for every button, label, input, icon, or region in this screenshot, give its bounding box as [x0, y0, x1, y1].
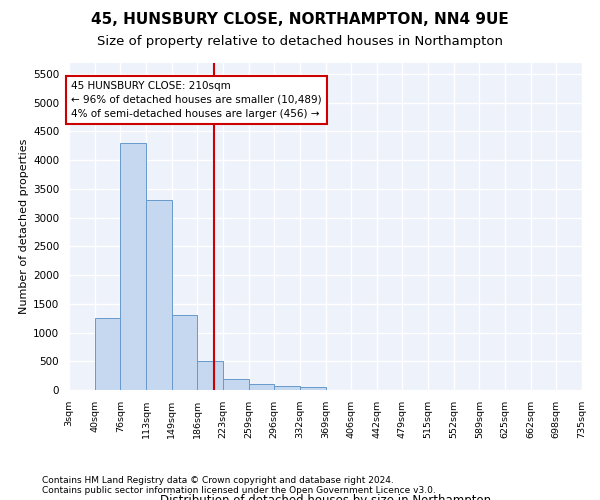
Bar — [121, 143, 146, 390]
Bar — [223, 378, 248, 390]
Y-axis label: Number of detached properties: Number of detached properties — [19, 138, 29, 314]
Bar — [274, 386, 300, 390]
Text: Contains HM Land Registry data © Crown copyright and database right 2024.: Contains HM Land Registry data © Crown c… — [42, 476, 394, 485]
X-axis label: Distribution of detached houses by size in Northampton: Distribution of detached houses by size … — [160, 494, 491, 500]
Bar — [95, 318, 121, 390]
Text: 45, HUNSBURY CLOSE, NORTHAMPTON, NN4 9UE: 45, HUNSBURY CLOSE, NORTHAMPTON, NN4 9UE — [91, 12, 509, 28]
Bar — [197, 362, 223, 390]
Text: Size of property relative to detached houses in Northampton: Size of property relative to detached ho… — [97, 35, 503, 48]
Bar — [248, 384, 274, 390]
Text: Contains public sector information licensed under the Open Government Licence v3: Contains public sector information licen… — [42, 486, 436, 495]
Bar — [146, 200, 172, 390]
Bar — [172, 316, 197, 390]
Bar — [300, 387, 325, 390]
Text: 45 HUNSBURY CLOSE: 210sqm
← 96% of detached houses are smaller (10,489)
4% of se: 45 HUNSBURY CLOSE: 210sqm ← 96% of detac… — [71, 81, 322, 119]
